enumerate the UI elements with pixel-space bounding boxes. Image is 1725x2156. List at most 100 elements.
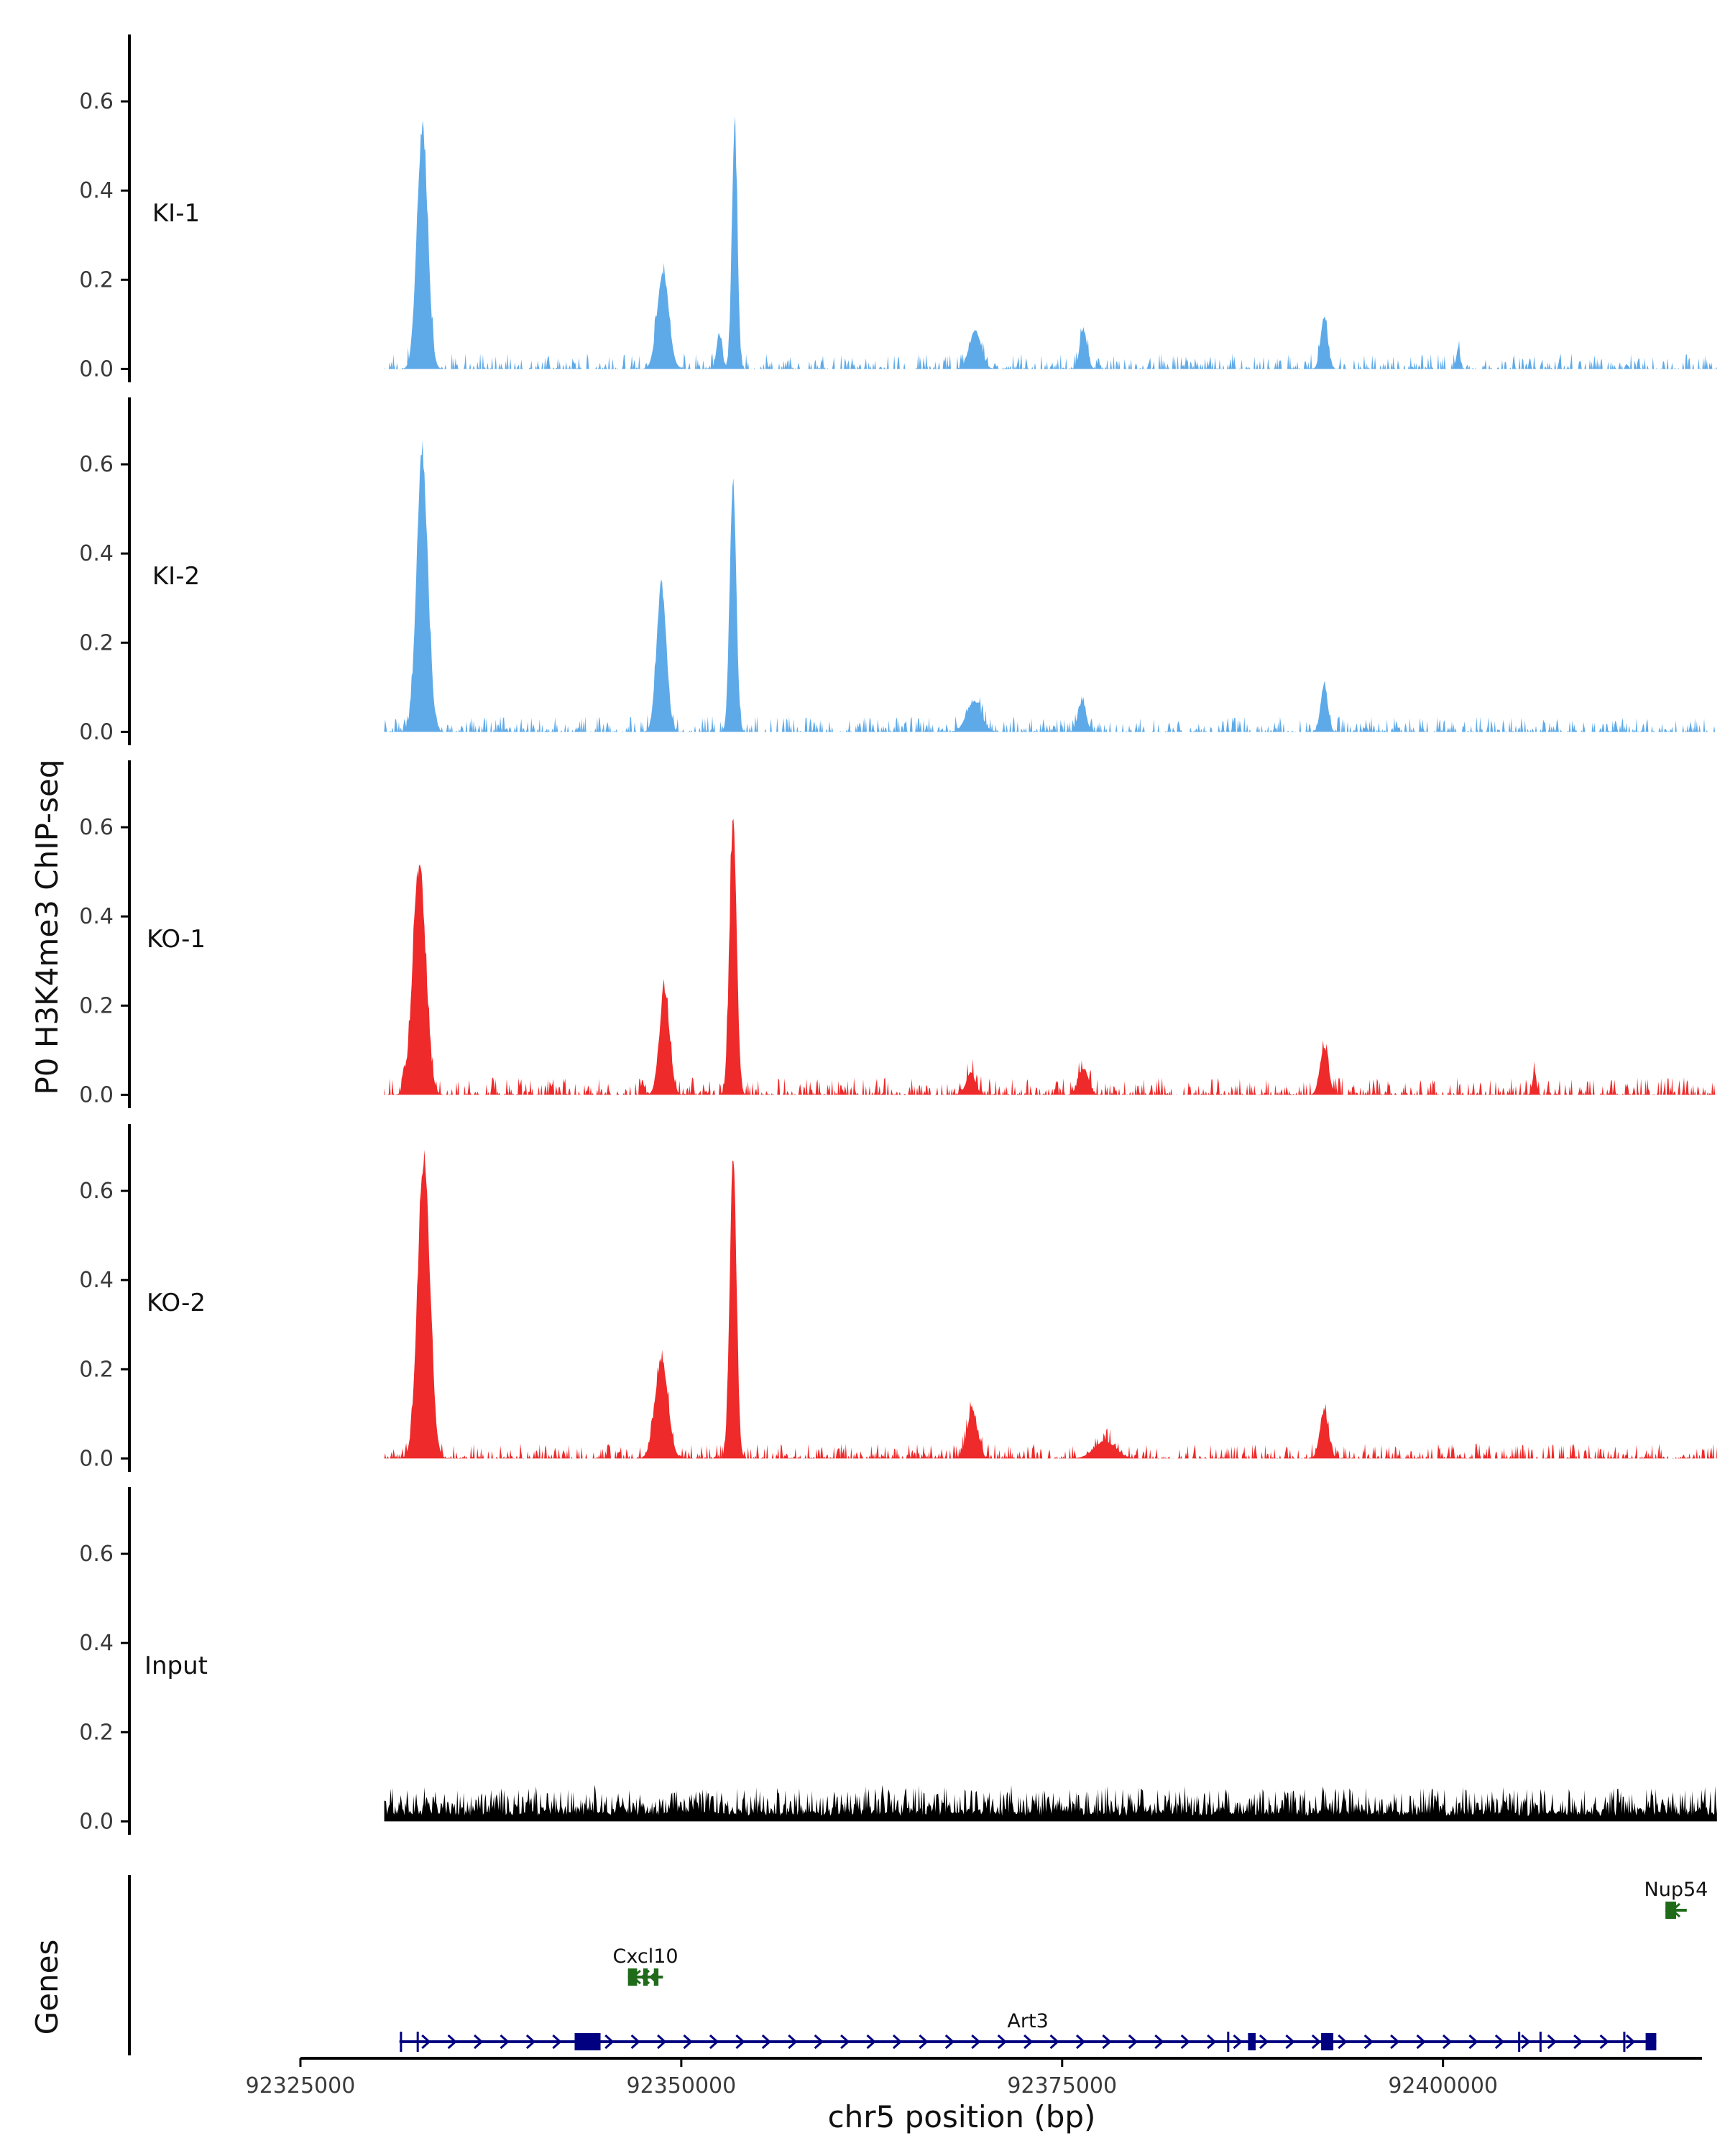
track-ko-1-signal-area: [384, 819, 1717, 1095]
gene-art3-strand-arrow: [814, 2034, 824, 2050]
gene-art3-strand-arrow: [1547, 2034, 1557, 2050]
gene-art3-strand-arrow: [1285, 2034, 1295, 2050]
gene-art3-strand-arrow: [447, 2034, 457, 2050]
gene-art3-strand-arrow: [1416, 2034, 1426, 2050]
gene-art3-strand-arrow: [525, 2034, 536, 2050]
gene-art3-strand-arrow: [1599, 2034, 1609, 2050]
y-tick-label: 0.0: [79, 1082, 114, 1107]
track-input: 0.0 0.2 0.4 0.6 Input: [79, 1487, 1717, 1835]
gene-art3-exon: [1248, 2033, 1256, 2050]
gene-art3-strand-arrow: [421, 2034, 431, 2050]
gene-cxcl10-exon: [643, 1968, 648, 1986]
y-tick-label: 0.4: [79, 1268, 114, 1293]
gene-nup54: Nup54: [1644, 1879, 1708, 1919]
y-tick-label: 0.0: [79, 356, 114, 382]
gene-art3-strand-arrow: [944, 2034, 955, 2050]
y-tick-label: 0.2: [79, 630, 114, 655]
gene-art3-strand-arrow: [840, 2034, 850, 2050]
gene-art3-strand-arrow: [735, 2034, 745, 2050]
track-ko-1-peak-0: [418, 858, 420, 860]
y-tick-label: 0.0: [79, 1446, 114, 1471]
track-input-signal-area: [384, 1784, 1717, 1822]
gene-art3-strand-arrow: [1311, 2034, 1322, 2050]
gene-art3-strand-arrow: [1625, 2034, 1636, 2050]
track-ko-2-signal-area: [384, 1149, 1717, 1459]
track-label-input: Input: [144, 1651, 208, 1680]
gene-art3-strand-arrow: [761, 2034, 772, 2050]
gene-art3-strand-arrow: [1102, 2034, 1112, 2050]
track-label-ko-1: KO-1: [147, 925, 206, 954]
gene-art3-strand-arrow: [1363, 2034, 1374, 2050]
gene-art3-strand-arrow: [1390, 2034, 1400, 2050]
gene-art3-strand-arrow: [1207, 2034, 1217, 2050]
y-tick-label: 0.2: [79, 1720, 114, 1745]
gene-art3-strand-arrow: [866, 2034, 876, 2050]
gene-art3-strand-arrow: [709, 2034, 719, 2050]
gene-art3-strand-arrow: [1259, 2034, 1269, 2050]
track-label-ko-2: KO-2: [147, 1289, 206, 1317]
gene-art3-strand-arrow: [500, 2034, 510, 2050]
gene-cxcl10: Cxcl10: [613, 1945, 678, 1986]
track-ki-1-peak-6: [1323, 315, 1325, 316]
track-ko-1: 0.0 0.2 0.4 0.6 KO-1: [79, 760, 1717, 1108]
x-tick-label: 92375000: [1007, 2073, 1117, 2099]
track-ki-1: 0.0 0.2 0.4 0.6 KI-1: [79, 34, 1717, 382]
gene-art3-strand-arrow: [788, 2034, 798, 2050]
y-tick-label: 0.4: [79, 904, 114, 929]
gene-label-art3: Art3: [1007, 2010, 1048, 2032]
gene-art3-strand-arrow: [1442, 2034, 1453, 2050]
gene-art3-strand-arrow: [1468, 2034, 1478, 2050]
genes-panel: Cxcl10 Nup54 Art3: [128, 1875, 1708, 2055]
gene-art3: Art3: [399, 2010, 1657, 2052]
gene-art3-strand-arrow: [892, 2034, 903, 2050]
track-ki-1-peak-4: [975, 328, 976, 330]
y-tick-label: 0.4: [79, 178, 114, 203]
track-ki-2: 0.0 0.2 0.4 0.6 KI-2: [79, 397, 1717, 745]
track-ko-2: 0.0 0.2 0.4 0.6 KO-2: [79, 1124, 1717, 1472]
gene-art3-strand-arrow: [1180, 2034, 1190, 2050]
track-ko-1-peak-4: [1082, 1067, 1084, 1069]
y-tick-label: 0.0: [79, 719, 114, 745]
track-ko-2-peak-2: [732, 1146, 734, 1147]
track-ki-1-peak-0: [422, 119, 423, 120]
y-axis-title: P0 H3K4me3 ChIP-seq: [29, 759, 65, 1095]
gene-art3-strand-arrow: [1494, 2034, 1505, 2050]
y-tick-label: 0.4: [79, 1631, 114, 1656]
y-tick-label: 0.4: [79, 541, 114, 566]
x-axis: 92325000 92350000 92375000 92400000: [246, 2057, 1702, 2099]
gene-art3-strand-arrow: [1128, 2034, 1138, 2050]
track-ko-2-peak-0: [423, 1146, 425, 1147]
gene-art3-strand-arrow: [1075, 2034, 1086, 2050]
gene-art3-strand-arrow: [474, 2034, 484, 2050]
gene-art3-strand-arrow: [657, 2034, 667, 2050]
gene-art3-strand-arrow: [552, 2034, 562, 2050]
gene-cxcl10-exon: [627, 1968, 638, 1986]
x-axis-title: chr5 position (bp): [828, 2099, 1096, 2134]
x-tick-label: 92350000: [627, 2073, 737, 2099]
gene-art3-strand-arrow: [1024, 2034, 1034, 2050]
genes-track-label: Genes: [29, 1940, 65, 2035]
x-tick-label: 92325000: [246, 2073, 356, 2099]
gene-cxcl10-exon: [653, 1968, 659, 1986]
gene-art3-strand-arrow: [971, 2034, 981, 2050]
y-tick-label: 0.2: [79, 993, 114, 1018]
y-tick-label: 0.2: [79, 267, 114, 292]
gene-art3-strand-arrow: [997, 2034, 1007, 2050]
gene-art3-strand-arrow: [1233, 2034, 1243, 2050]
track-ki-2-signal-area: [384, 440, 1717, 732]
track-ki-1-signal-area: [384, 116, 1717, 369]
gene-art3-strand-arrow: [919, 2034, 929, 2050]
y-tick-label: 0.6: [79, 89, 114, 114]
y-tick-label: 0.0: [79, 1809, 114, 1834]
track-ko-1-peak-2: [732, 808, 734, 810]
gene-art3-exon: [1321, 2033, 1334, 2050]
gene-art3-exon: [1645, 2033, 1657, 2050]
gene-art3-strand-arrow: [604, 2034, 615, 2050]
x-tick-label: 92400000: [1388, 2073, 1498, 2099]
gene-nup54-exon: [1665, 1902, 1676, 1919]
track-label-ki-2: KI-2: [152, 562, 200, 591]
gene-art3-strand-arrow: [1338, 2034, 1348, 2050]
y-tick-label: 0.6: [79, 1179, 114, 1204]
gene-art3-strand-arrow: [1049, 2034, 1059, 2050]
